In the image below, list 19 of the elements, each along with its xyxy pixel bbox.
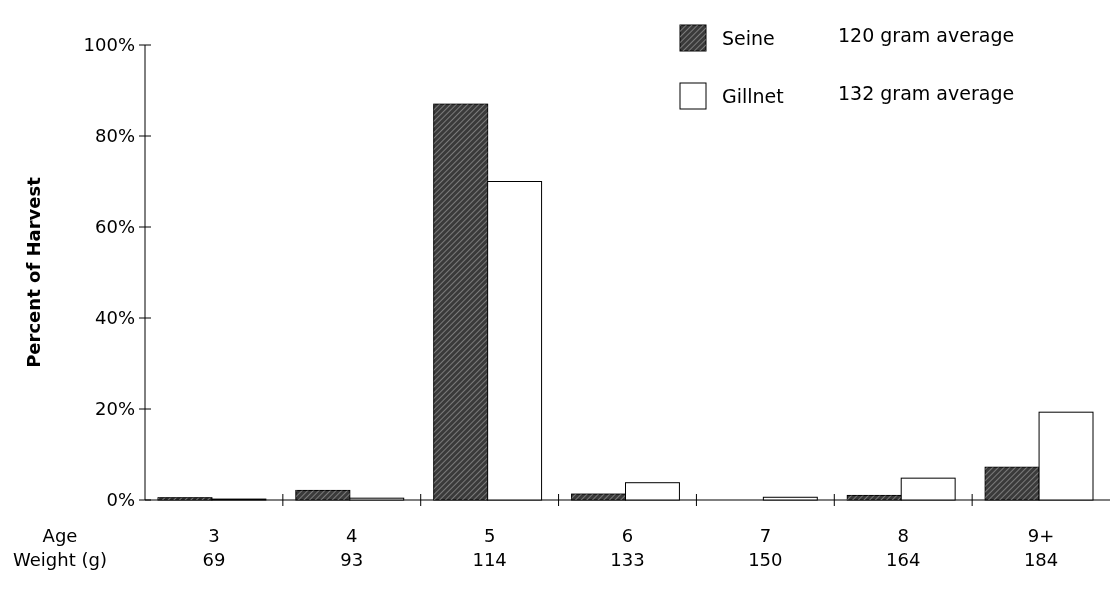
x-tick-label: 7 150: [748, 525, 783, 570]
annotation: 120 gram average: [838, 23, 1015, 46]
legend-label: Gillnet: [722, 84, 784, 107]
annotation: 132 gram average: [838, 81, 1015, 104]
x-tick-label: 8 164: [886, 525, 921, 570]
y-axis-title: Percent of Harvest: [23, 176, 44, 368]
y-tick-label: 0%: [106, 489, 135, 511]
y-tick-label: 80%: [94, 125, 135, 147]
x-tick-label: 3 69: [202, 525, 226, 570]
x-tick-label: 9+ 184: [1023, 525, 1059, 570]
x-tick-label: 6 133: [610, 525, 645, 570]
y-tick-label: 60%: [94, 216, 135, 238]
legend-label: Seine: [722, 26, 775, 49]
x-tick-label: 5 114: [472, 525, 507, 570]
x-tick-label: 4 93: [340, 525, 364, 570]
y-tick-label: 100%: [83, 34, 135, 56]
y-tick-label: 20%: [94, 398, 135, 420]
x-axis-title: Age Weight (g): [13, 525, 107, 570]
y-tick-label: 40%: [94, 307, 135, 329]
